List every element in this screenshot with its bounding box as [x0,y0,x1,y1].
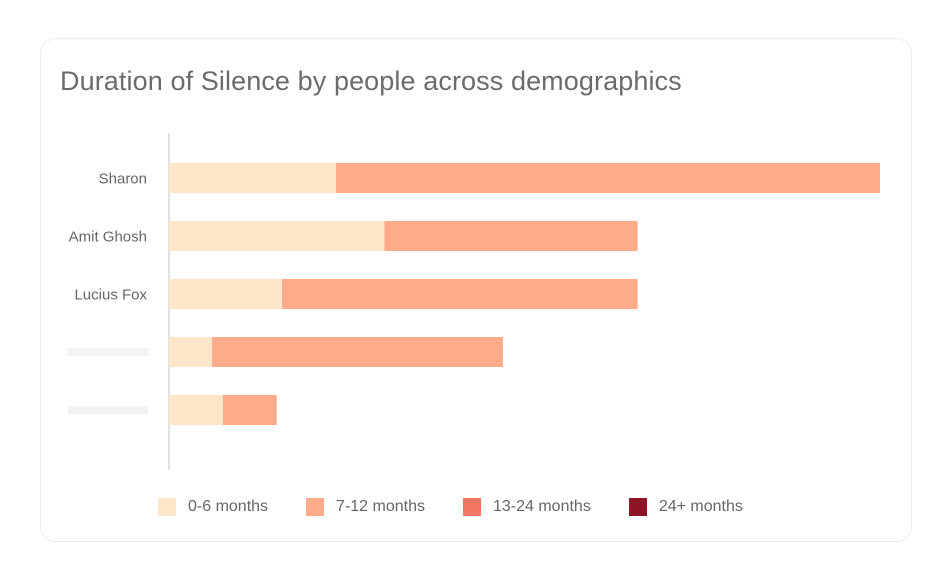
legend-swatch [462,498,481,516]
bar-segment[interactable] [169,221,385,251]
legend-label: 0-6 months [188,498,269,515]
bar-segment[interactable] [222,395,277,425]
bar-segment[interactable] [335,163,880,193]
legend-label: 13-24 months [492,498,591,515]
category-label: Lucius Fox [74,287,147,304]
bar-segment[interactable] [169,395,223,425]
category-label-placeholder [68,348,148,356]
legend-item[interactable]: 13-24 months [462,498,591,516]
bar-segment[interactable] [282,279,638,309]
category-label-placeholder [68,406,148,414]
legend-swatch [628,498,647,516]
legend-label: 7-12 months [336,498,425,515]
legend-label: 24+ months [658,498,743,515]
legend-item[interactable]: 0-6 months [158,498,268,516]
bar-segment[interactable] [169,337,213,367]
chart-title: Duration of Silence by people across dem… [60,66,682,96]
legend-item[interactable]: 7-12 months [306,498,425,516]
category-label: Sharon [99,171,147,188]
legend-swatch [158,498,176,516]
bar-segment[interactable] [212,337,503,367]
bar-segment[interactable] [384,221,638,251]
bar-segment[interactable] [169,279,283,309]
bar-segment[interactable] [169,163,336,193]
category-label: Amit Ghosh [69,229,147,246]
legend-swatch [306,498,325,516]
chart-legend: 0-6 months 7-12 months 13-24 months 24+ mon… [158,498,781,516]
legend-item[interactable]: 24+ months [628,498,743,516]
